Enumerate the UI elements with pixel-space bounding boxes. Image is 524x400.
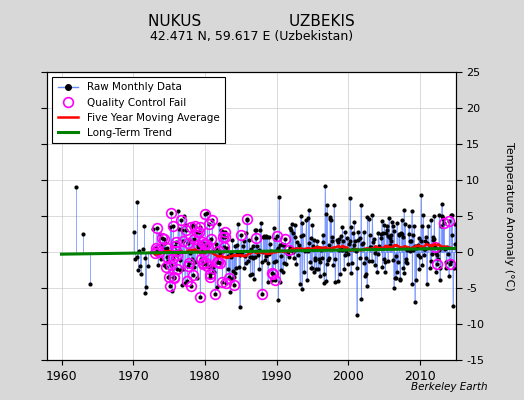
- Y-axis label: Temperature Anomaly (°C): Temperature Anomaly (°C): [504, 142, 514, 290]
- Text: NUKUS                  UZBEKIS: NUKUS UZBEKIS: [148, 14, 355, 29]
- Legend: Raw Monthly Data, Quality Control Fail, Five Year Moving Average, Long-Term Tren: Raw Monthly Data, Quality Control Fail, …: [52, 77, 225, 143]
- Text: Berkeley Earth: Berkeley Earth: [411, 382, 487, 392]
- Text: 42.471 N, 59.617 E (Uzbekistan): 42.471 N, 59.617 E (Uzbekistan): [150, 30, 353, 43]
